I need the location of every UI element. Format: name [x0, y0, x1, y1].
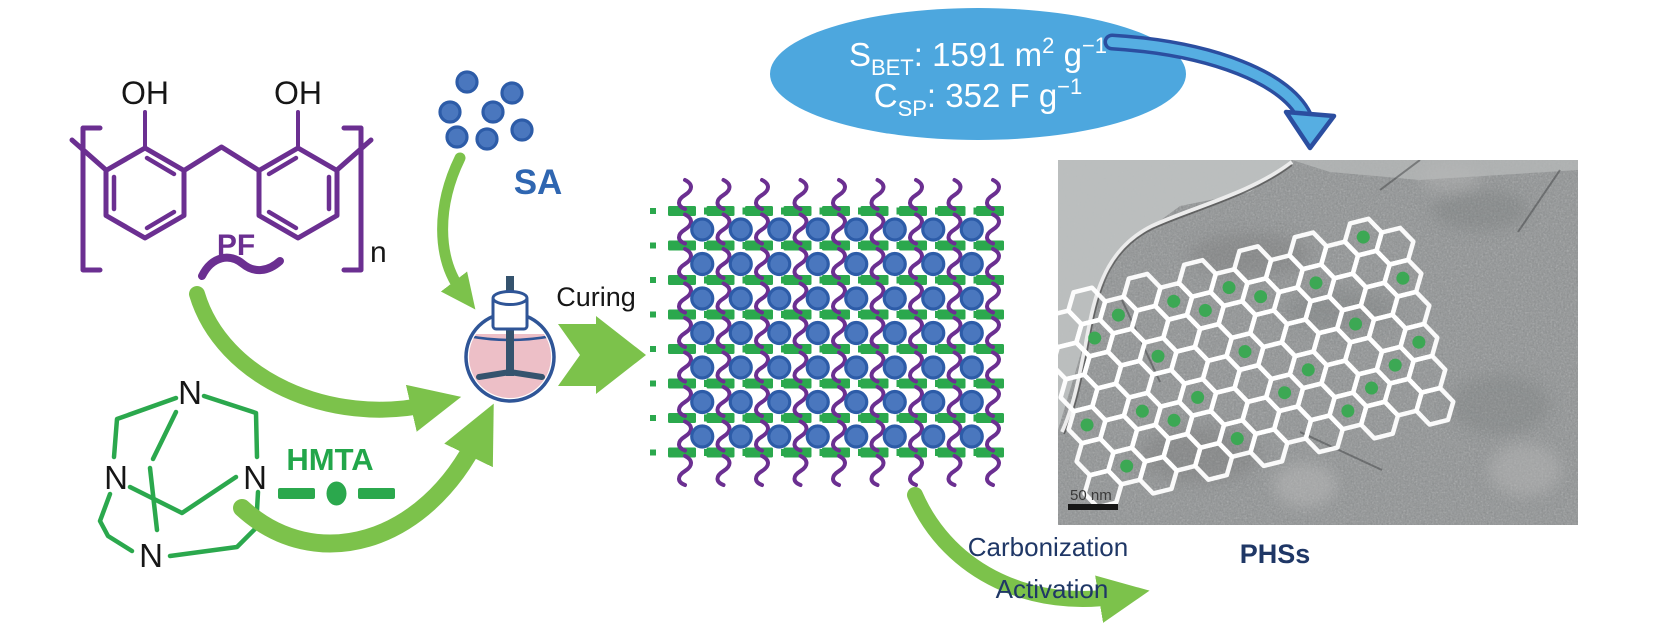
pore-dot: [1365, 381, 1379, 395]
left-bracket: [80, 125, 103, 273]
chain-stub-left: [69, 137, 109, 173]
pore-dot: [1278, 386, 1292, 400]
oh-label-left: OH: [121, 75, 169, 111]
hex-lattice-overlay: [1058, 216, 1456, 510]
legend-bar-right: [358, 488, 395, 499]
pore-dot: [1167, 413, 1181, 427]
sa-cluster: [438, 70, 534, 151]
oh-label-right: OH: [274, 75, 322, 111]
scale-bar: [1068, 504, 1118, 510]
tem-image: 50 nm: [1058, 160, 1578, 525]
hmta-bond-3: [150, 409, 179, 462]
hmta-bond-5: [127, 474, 239, 516]
pore-dot: [1135, 404, 1149, 418]
flask-neck-top: [491, 290, 529, 306]
blue-arrow: [1103, 33, 1337, 151]
pore-dot: [1151, 349, 1165, 363]
sa-dot: [438, 100, 462, 124]
sa-dot: [481, 100, 505, 124]
legend-dot: [326, 481, 347, 506]
tem-light-wedge: [1058, 160, 1292, 430]
pore-dot: [1230, 432, 1244, 446]
curing-label: Curing: [556, 282, 636, 312]
pore-dot: [1120, 459, 1134, 473]
sa-dot: [445, 125, 469, 149]
sa-label: SA: [514, 163, 563, 202]
carbonization-label: Carbonization: [968, 532, 1128, 562]
pore-dot: [1301, 363, 1315, 377]
phss-caption: PHSs: [1240, 539, 1311, 569]
blue-arrowhead: [1283, 109, 1337, 151]
pore-dot: [1349, 317, 1363, 331]
hmta-bond-1: [111, 395, 179, 460]
pf-structure: [69, 110, 374, 280]
hmta-label: HMTA: [286, 442, 373, 477]
pore-dot: [1222, 281, 1236, 295]
oh-bonds: [143, 110, 300, 148]
arrow-carbonization: [907, 487, 1150, 623]
pore-dot: [1309, 276, 1323, 290]
tem-edge-crack: [1063, 164, 1293, 435]
hmta-n-bottom: N: [139, 537, 163, 574]
pf-squiggle: [198, 253, 284, 280]
scale-bar-label: 50 nm: [1070, 487, 1112, 504]
arrow-hmta-to-flask: [233, 403, 494, 553]
sa-dot: [455, 70, 479, 94]
mixture-lattice: [650, 178, 1004, 487]
curing-arrow: [558, 316, 646, 394]
sa-dot: [475, 127, 499, 151]
mixing-arrows: [189, 152, 494, 553]
pore-dot: [1412, 335, 1426, 349]
hmta-n-top: N: [178, 374, 202, 411]
legend-bar-left: [278, 488, 315, 499]
hmta-n-right: N: [243, 459, 267, 496]
arrow-pf-to-flask: [189, 286, 462, 432]
stirrer-paddle: [476, 368, 545, 380]
hmta-n-left: N: [104, 459, 128, 496]
hmta-structure: [97, 393, 261, 559]
hmta-bond-2: [201, 393, 260, 460]
pore-dot: [1198, 303, 1212, 317]
flask: [464, 276, 556, 403]
methylene-bridge: [181, 144, 262, 173]
hmta-legend-dash-dot: [278, 481, 395, 506]
pf-label: PF: [217, 229, 255, 262]
pore-dot: [1111, 308, 1125, 322]
sa-dot: [510, 118, 534, 142]
pore-dot: [1356, 230, 1370, 244]
sa-dot: [500, 81, 524, 105]
stat-csp: CSP: 352 F g−1: [874, 74, 1083, 121]
benzene-ring-right-double-bonds: [266, 155, 332, 231]
hmta-bond-6: [97, 491, 135, 554]
pore-dot: [1167, 294, 1181, 308]
pore-dot: [1080, 418, 1094, 432]
pore-dot: [1254, 290, 1268, 304]
pore-dot: [1238, 345, 1252, 359]
right-bracket: [341, 125, 364, 273]
arrow-sa-to-flask: [437, 152, 476, 310]
pore-dot: [1341, 404, 1355, 418]
repeat-n-label: n: [370, 236, 387, 269]
pore-dot: [1396, 271, 1410, 285]
pore-dot: [1191, 390, 1205, 404]
chain-stub-right: [334, 137, 374, 173]
blue-arrow-fill: [1107, 37, 1311, 125]
pore-dot: [1388, 358, 1402, 372]
stat-sbet: SBET: 1591 m2 g−1: [849, 33, 1107, 80]
pore-dot: [1088, 331, 1102, 345]
benzene-ring-left-double-bonds: [111, 155, 177, 231]
activation-label: Activation: [996, 574, 1109, 604]
stats-ellipse: [770, 8, 1186, 140]
